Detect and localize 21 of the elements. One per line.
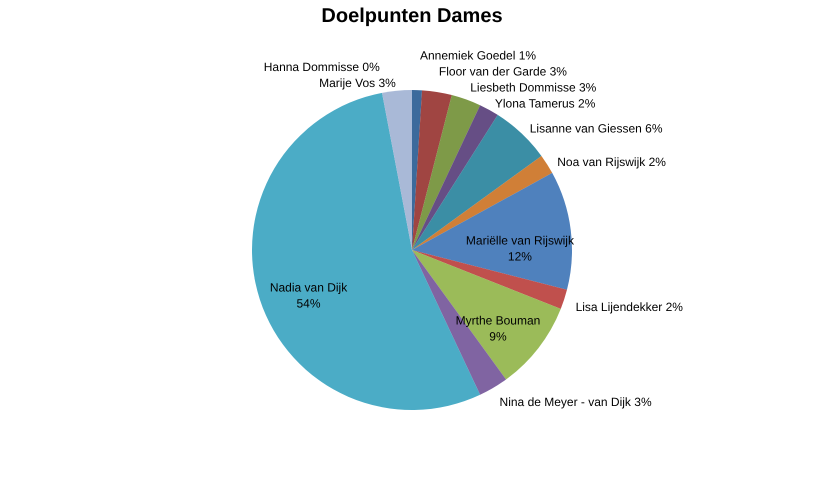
data-label: 9%: [489, 330, 507, 344]
pie-slice: [382, 90, 412, 250]
pie-slice: [412, 90, 452, 250]
data-label: 54%: [296, 296, 321, 311]
chart-title: Doelpunten Dames: [321, 5, 503, 27]
pie-slice: [412, 172, 572, 290]
slice-label: Nina de Meyer - van Dijk 3%: [500, 395, 652, 410]
slice-label: Lisanne van Giessen 6%: [530, 122, 663, 136]
pie-slice: [412, 250, 567, 309]
slice-label: Myrthe Bouman: [456, 314, 540, 328]
slice-label: Lisa Lijendekker 2%: [576, 300, 684, 314]
slice-label: Liesbeth Dommisse 3%: [470, 80, 597, 94]
category-label: Hanna Dommisse 0%: [264, 60, 380, 74]
slice-label: Annemiek Goedel 1%: [420, 48, 536, 62]
data-label: 12%: [508, 249, 532, 264]
slice-label: Noa van Rijswijk 2%: [557, 154, 666, 169]
slice-label: Ylona Tamerus 2%: [494, 96, 596, 110]
pie-slice: [412, 250, 561, 380]
slice-label: Marije Vos 3%: [319, 76, 396, 90]
slice-label: Nadia van Dijk: [270, 280, 348, 295]
slice-label: Floor van der Garde 3%: [438, 64, 568, 78]
